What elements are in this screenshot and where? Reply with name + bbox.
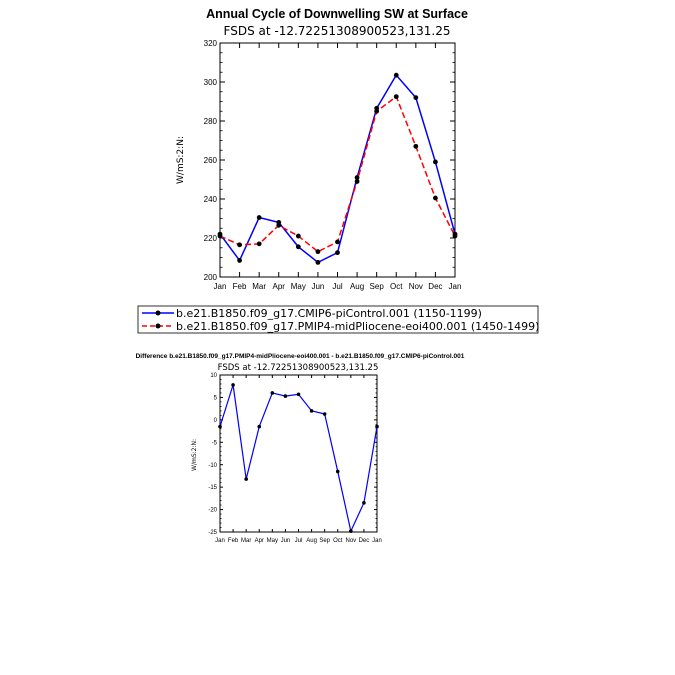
chart2-series [218,383,379,533]
x-tick-label: Dec [428,282,442,291]
chart1-legend: b.e21.B1850.f09_g17.CMIP6-piControl.001 … [137,305,539,334]
legend-label-1: b.e21.B1850.f09_g17.PMIP4-midPliocene-eo… [176,320,539,333]
series-0-point [270,391,275,395]
series-0-point [244,477,248,481]
x-tick-label: Jan [214,282,227,291]
series-0-point [349,529,353,533]
series-1-point [335,239,340,245]
y-tick-label: 320 [204,39,218,48]
chart1-ylabel: W/mS:2:N: [176,136,186,184]
series-0-point [413,95,419,100]
y-tick-label: 240 [204,195,218,204]
series-0-point [231,383,235,387]
x-tick-label: May [291,282,306,291]
series-line-0 [219,384,378,533]
y-tick-label: 0 [214,418,218,424]
series-1-point [315,249,321,255]
series-1-point [276,222,282,228]
series-0-point [309,409,314,413]
series-0-point [257,424,262,429]
legend-swatch-marker-1 [155,323,161,329]
x-tick-label: Jan [449,282,462,291]
series-0-point [256,215,262,220]
series-0-point [315,259,321,265]
x-tick-label: Mar [241,538,251,544]
series-0-point [322,412,327,416]
chart2-ylabel: W/mS:2:N: [191,439,198,471]
series-1-point [452,233,458,239]
series-line-0 [219,73,456,264]
x-tick-label: Mar [252,282,266,291]
series-0-point [393,72,399,78]
y-tick-label: 220 [204,234,218,243]
series-0-point [296,392,301,397]
y-tick-label: -10 [208,463,217,469]
y-tick-label: 5 [214,396,218,402]
chart1-series [217,72,458,265]
x-tick-label: Feb [233,282,247,291]
x-tick-label: Jun [311,282,324,291]
series-0-point [433,159,438,165]
y-tick-label: -25 [208,530,217,536]
y-tick-label: 300 [204,78,218,87]
plot-frame [219,374,378,533]
series-1-point [256,241,262,247]
x-tick-label: Jul [295,538,303,544]
y-tick-label: 260 [204,156,218,165]
chart-difference: Difference b.e21.B1850.f09_g17.PMIP4-mid… [136,353,465,544]
series-1-point [217,233,223,239]
y-tick-label: -15 [208,485,217,491]
series-0-point [335,469,340,474]
x-tick-label: May [267,538,278,544]
y-tick-label: 10 [210,373,217,379]
y-tick-label: 280 [204,117,218,126]
series-1-point [413,143,419,149]
chart2-title: Difference b.e21.B1850.f09_g17.PMIP4-mid… [136,353,465,360]
chart1-title: Annual Cycle of Downwelling SW at Surfac… [206,7,468,21]
x-tick-label: Jul [332,282,342,291]
y-tick-label: -20 [208,508,217,514]
series-1-point [374,108,380,114]
series-0-point [237,258,242,263]
x-tick-label: Jun [281,538,291,544]
x-tick-label: Oct [390,282,403,291]
chart1-subtitle: FSDS at -12.72251308900523,131.25 [224,24,451,38]
series-0-point [283,394,288,398]
x-tick-label: Nov [345,538,356,544]
legend-swatch-marker-0 [155,310,161,316]
series-1-point [393,94,399,100]
x-tick-label: Feb [228,538,239,544]
legend-box [137,305,539,334]
x-tick-label: Nov [409,282,423,291]
y-tick-label: 200 [204,273,218,282]
series-1-point [433,195,438,201]
chart-annual-cycle: Annual Cycle of Downwelling SW at Surfac… [137,7,539,334]
series-1-point [237,242,242,248]
y-tick-label: -5 [212,440,218,446]
x-tick-label: Apr [255,538,264,544]
series-line-1 [219,95,456,253]
x-tick-label: Sep [370,282,385,291]
x-tick-label: Jan [215,538,225,544]
x-tick-label: Apr [273,282,286,291]
x-tick-label: Aug [306,538,317,544]
x-tick-label: Jan [372,538,382,544]
x-tick-label: Sep [319,538,330,544]
series-0-point [362,501,366,505]
x-tick-label: Oct [333,538,343,544]
series-0-point [375,424,379,429]
legend-label-0: b.e21.B1850.f09_g17.CMIP6-piControl.001 … [176,307,482,320]
series-1-point [295,233,301,239]
x-tick-label: Dec [359,538,370,544]
series-0-point [218,424,222,429]
series-0-point [295,244,301,250]
chart2-subtitle: FSDS at -12.72251308900523,131.25 [218,363,379,373]
series-1-point [354,179,360,184]
series-0-point [335,250,340,256]
series-0-point [354,175,360,180]
chart1-axes: 200 220 240 260 280 300 320 Jan Feb Mar Apr May Jun J… [204,39,462,291]
x-tick-label: Aug [350,282,364,291]
